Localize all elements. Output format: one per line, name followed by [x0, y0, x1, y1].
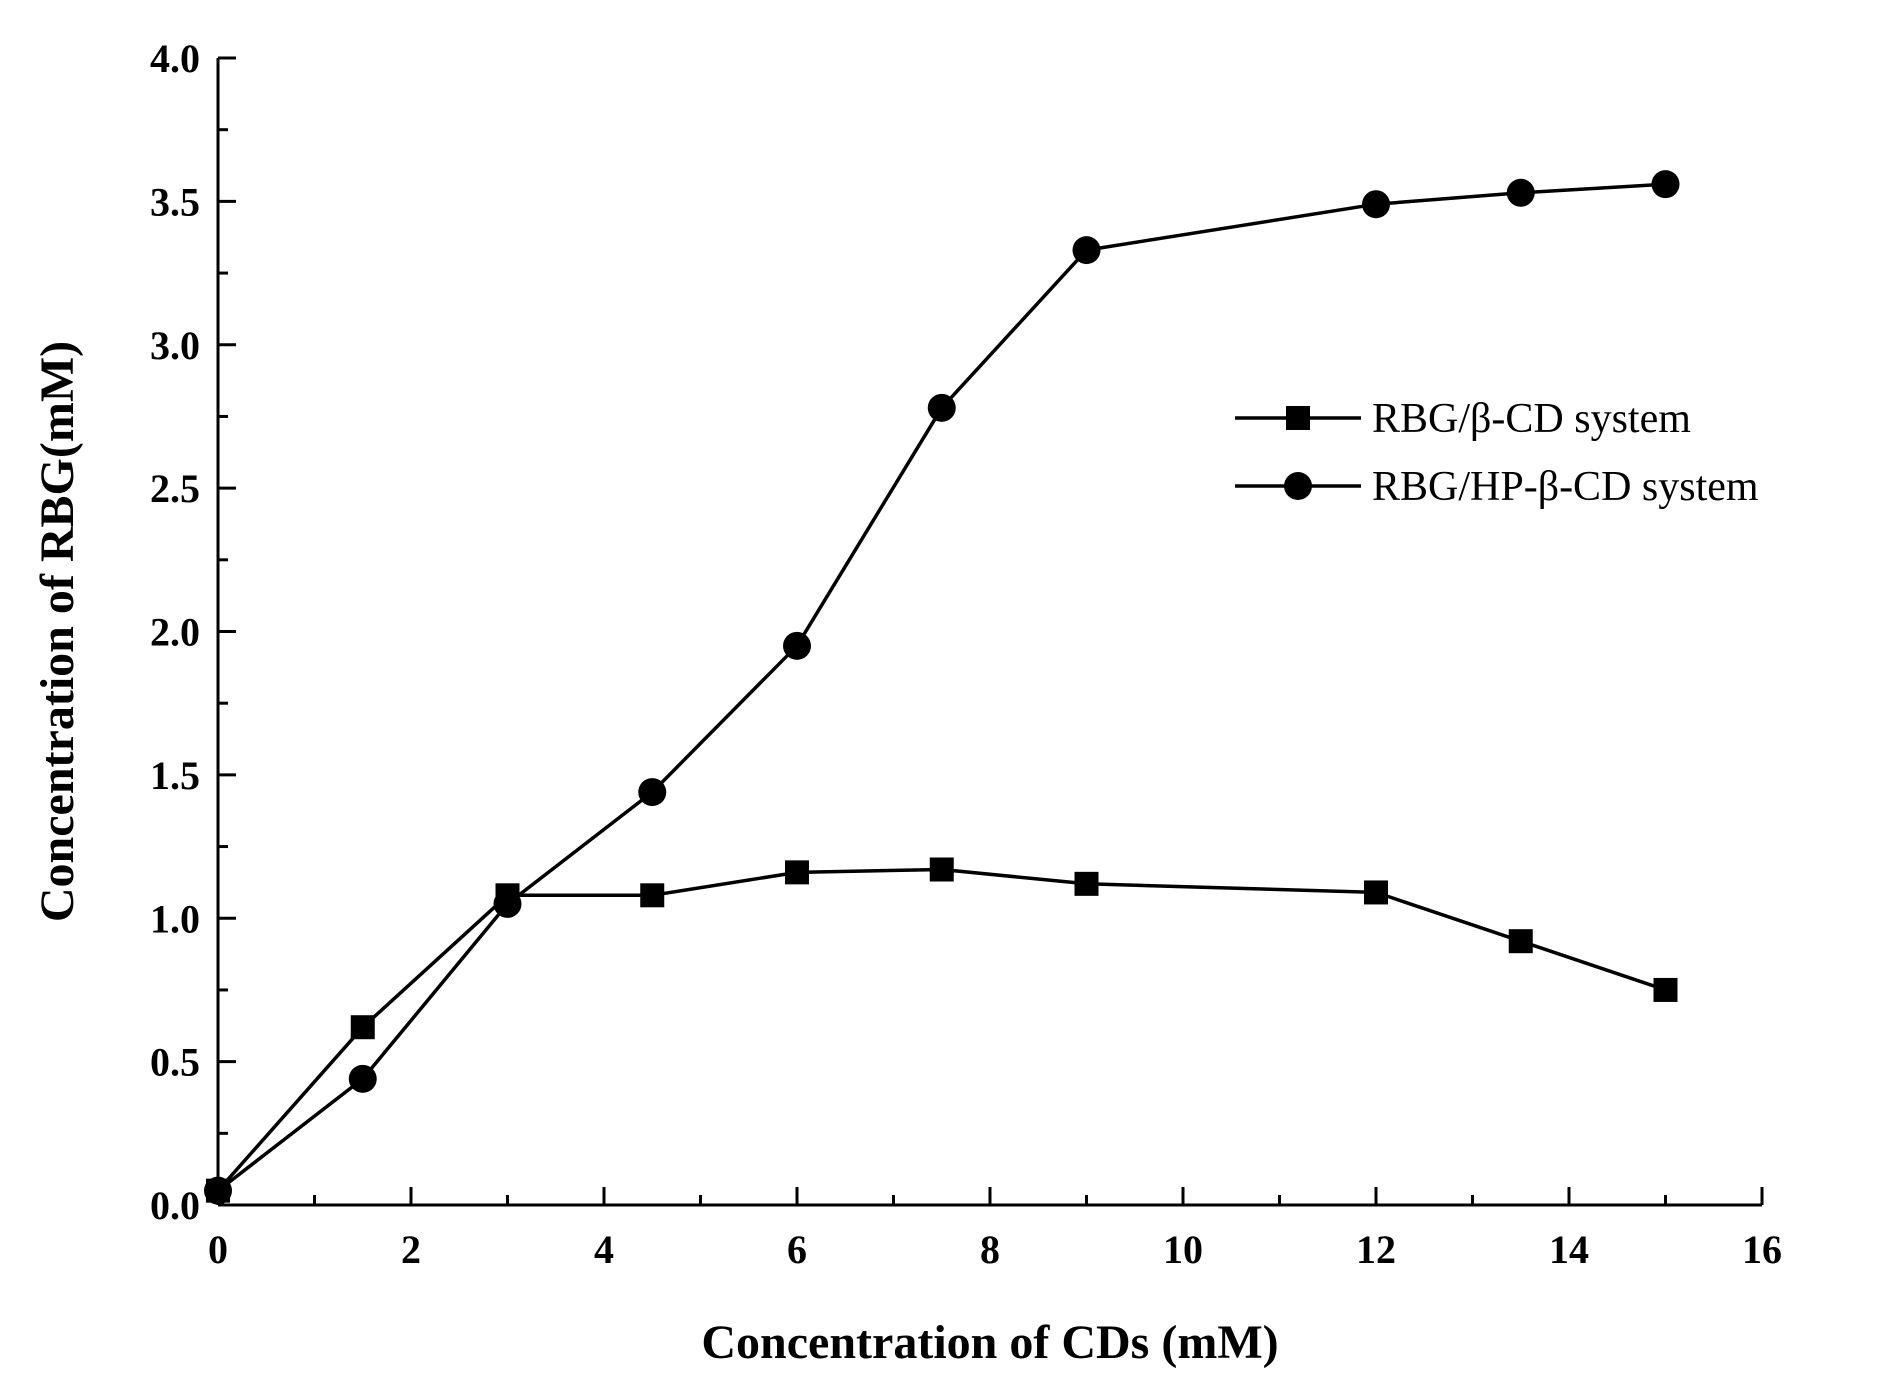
y-tick-label: 3.0	[150, 323, 200, 368]
y-tick-label: 2.0	[150, 610, 200, 655]
y-tick-label: 3.5	[150, 179, 200, 224]
series-2-point	[204, 1176, 232, 1205]
series-1-point	[1653, 977, 1678, 1002]
series-2-point	[348, 1064, 377, 1093]
x-tick-label: 10	[1163, 1227, 1203, 1272]
series-2-point	[1072, 236, 1101, 265]
x-tick-label: 8	[980, 1227, 1000, 1272]
x-tick-label: 12	[1356, 1227, 1396, 1272]
x-axis-title: Concentration of CDs (mM)	[701, 1316, 1278, 1369]
series-1-point	[640, 883, 665, 908]
legend-item-1: RBG/β-CD system	[1235, 396, 1691, 442]
x-tick-label: 16	[1742, 1227, 1782, 1272]
series-2-line	[216, 182, 1666, 1193]
x-tick-label: 6	[787, 1227, 807, 1272]
x-tick-label: 0	[208, 1227, 228, 1272]
series-1-point	[350, 1015, 375, 1040]
legend-marker	[1286, 406, 1310, 430]
y-tick-label: 2.5	[150, 466, 200, 511]
y-tick-label: 1.0	[150, 896, 200, 941]
legend: RBG/β-CD system RBG/HP-β-CD system	[1235, 396, 1759, 510]
series-2-point	[927, 393, 956, 422]
y-tick-label: 0.5	[150, 1040, 200, 1085]
x-tick-label: 2	[401, 1227, 421, 1272]
series-layer	[204, 170, 1680, 1205]
y-tick-label: 4.0	[150, 36, 200, 81]
series-2	[204, 170, 1680, 1205]
series-2-point	[638, 778, 667, 807]
series-2-point	[1506, 178, 1535, 207]
y-tick-label: 0.0	[150, 1183, 200, 1228]
series-1-point	[1364, 880, 1388, 905]
legend-marker	[1284, 472, 1312, 500]
y-ticks: 0.0 0.5 1.0 1.5 2.0 2.5 3.0 3.5 4.0	[150, 36, 236, 1228]
x-tick-label: 14	[1549, 1227, 1589, 1272]
series-2-point	[493, 889, 522, 918]
y-axis-title: Concentration of RBG(mM)	[31, 341, 84, 922]
series-1-line	[216, 867, 1667, 1192]
series-1-point	[1508, 929, 1533, 954]
series-1-point	[785, 860, 809, 885]
series-1-point	[1074, 871, 1099, 896]
axes	[216, 58, 1762, 1207]
x-tick-label: 4	[594, 1227, 614, 1272]
series-1-point	[929, 857, 954, 882]
x-ticks: 0 2 4 6 8 10 12 14 16	[208, 1187, 1782, 1272]
legend-item-2: RBG/HP-β-CD system	[1235, 464, 1759, 510]
legend-label: RBG/HP-β-CD system	[1372, 464, 1759, 510]
series-1	[206, 857, 1678, 1203]
series-2-point	[1362, 190, 1390, 219]
series-2-point	[783, 631, 811, 660]
series-2-point	[1651, 170, 1680, 199]
legend-label: RBG/β-CD system	[1372, 396, 1691, 442]
y-tick-label: 1.5	[150, 753, 200, 798]
